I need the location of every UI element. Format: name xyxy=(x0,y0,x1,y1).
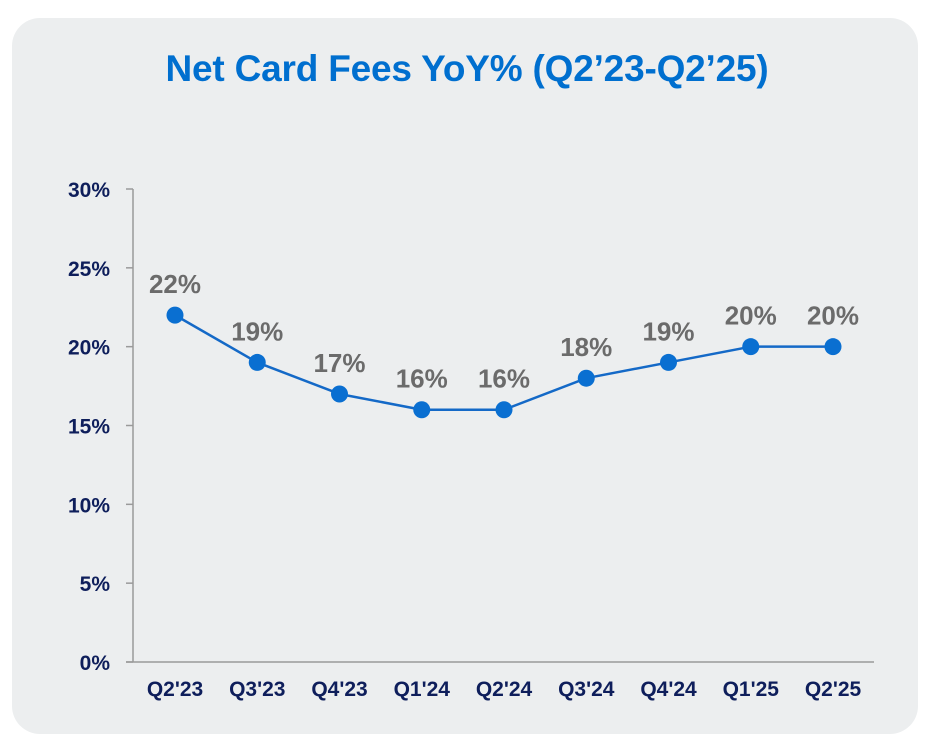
data-label: 22% xyxy=(149,269,201,299)
data-label: 16% xyxy=(478,364,530,394)
x-axis-ticks: Q2'23 Q3'23 Q4'23 Q1'24 Q2'24 Q3'24 Q4'24 Q1'25… xyxy=(147,678,862,701)
data-point xyxy=(824,338,842,356)
y-tick-label: 30% xyxy=(68,179,110,202)
x-tick-label: Q2'25 xyxy=(805,678,862,701)
x-tick-label: Q2'23 xyxy=(147,678,203,701)
y-tick-label: 20% xyxy=(68,337,110,360)
data-point xyxy=(660,353,677,371)
data-point xyxy=(166,306,184,324)
data-labels: 22% 19% 17% 16% 16% 18% 19% 20% 20% xyxy=(149,269,859,394)
y-tick-label: 25% xyxy=(68,258,110,281)
data-point xyxy=(248,353,266,371)
data-label: 17% xyxy=(313,348,365,378)
data-point xyxy=(331,385,348,403)
y-tick-label: 15% xyxy=(68,416,110,439)
data-label: 20% xyxy=(807,301,859,331)
data-label: 19% xyxy=(231,316,283,346)
chart-axes xyxy=(126,189,874,663)
data-point xyxy=(495,401,513,419)
y-tick-label: 10% xyxy=(68,494,110,517)
x-tick-label: Q2'24 xyxy=(476,678,533,701)
y-axis-ticks: 0% 5% 10% 15% 20% 25% 30% xyxy=(68,179,133,675)
x-tick-label: Q3'23 xyxy=(229,678,285,701)
x-tick-label: Q1'24 xyxy=(394,678,451,701)
y-tick-label: 5% xyxy=(80,573,111,596)
data-label: 16% xyxy=(396,364,448,394)
data-point xyxy=(742,338,760,356)
data-label: 19% xyxy=(642,316,694,346)
data-point xyxy=(413,401,431,419)
data-point xyxy=(577,369,595,387)
data-points xyxy=(166,306,842,419)
data-label: 20% xyxy=(725,301,777,331)
chart-card xyxy=(12,18,918,734)
x-tick-label: Q1'25 xyxy=(723,678,780,701)
chart-title: Net Card Fees YoY% (Q2’23-Q2’25) xyxy=(165,48,769,89)
x-tick-label: Q4'24 xyxy=(640,678,697,701)
x-tick-label: Q4'23 xyxy=(311,678,367,701)
y-tick-label: 0% xyxy=(80,652,111,675)
x-tick-label: Q3'24 xyxy=(558,678,615,701)
data-label: 18% xyxy=(560,332,612,362)
